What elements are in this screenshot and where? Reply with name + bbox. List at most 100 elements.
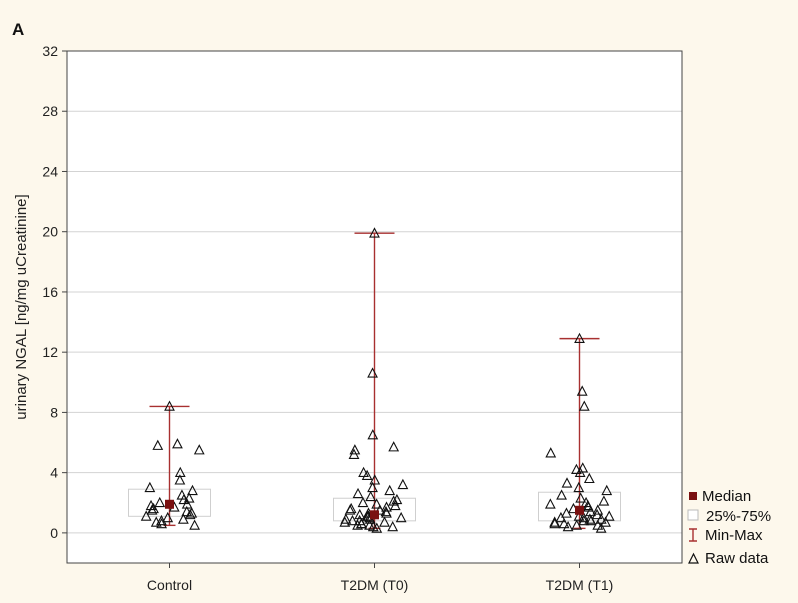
raw-data-point (156, 514, 167, 526)
raw-data-point (571, 519, 583, 530)
raw-data-point (348, 448, 360, 459)
raw-data-point (388, 441, 400, 452)
raw-data-point (357, 496, 369, 508)
raw-data-point (395, 511, 407, 523)
axes: 0 4 8 12 16 20 24 28 32 Control T2DM (T0) T2DM (T1) (42, 43, 613, 593)
legend-iqr-label: 25%-75% (706, 508, 771, 525)
raw-data-point (397, 478, 409, 490)
raw-data-point (387, 520, 399, 532)
raw-data-point (339, 516, 351, 527)
raw-data-point (381, 501, 392, 512)
y-tick-label: 32 (42, 43, 58, 59)
median-marker (575, 505, 584, 515)
raw-data-point (369, 227, 380, 238)
y-tick-label: 12 (42, 344, 58, 360)
data-layer (128, 227, 621, 533)
raw-data-point (545, 447, 557, 458)
legend-iqr-marker (687, 509, 699, 521)
legend-raw-marker (688, 552, 699, 564)
raw-data-point (146, 504, 158, 515)
x-tick-label: T2DM (T0) (341, 577, 409, 593)
raw-data-point (172, 438, 183, 449)
raw-data-point (583, 472, 595, 484)
raw-data-point (361, 469, 373, 481)
raw-data-point (140, 510, 152, 521)
legend: Median 25%-75% Min-Max Raw data (687, 488, 771, 567)
raw-data-point (591, 508, 603, 520)
raw-data-point (558, 517, 570, 529)
raw-data-point (574, 466, 586, 478)
legend-minmax-label: Min-Max (705, 527, 763, 544)
median-marker (165, 499, 174, 509)
raw-data-point (367, 367, 378, 378)
raw-data-point (549, 517, 561, 529)
raw-data-point (561, 477, 573, 488)
panel-letter: A (12, 20, 24, 39)
raw-data-point (371, 498, 383, 509)
raw-data-point (556, 489, 568, 500)
y-tick-label: 16 (42, 284, 58, 300)
raw-data-point (575, 492, 587, 503)
raw-data-point (193, 444, 205, 455)
raw-data-point (555, 511, 567, 523)
raw-data-point (585, 514, 597, 526)
raw-data-point (189, 519, 201, 530)
raw-data-point (164, 400, 175, 411)
raw-data-point (156, 517, 168, 529)
x-tick-label: Control (147, 577, 192, 593)
raw-data-point (578, 511, 590, 523)
raw-data-point (344, 504, 356, 515)
y-tick-label: 20 (42, 224, 58, 240)
raw-data-point (186, 507, 198, 518)
raw-data-point (187, 484, 198, 496)
raw-data-point (144, 481, 156, 493)
raw-data-point (578, 514, 590, 526)
x-tick-label: T2DM (T1) (546, 577, 614, 593)
raw-data-point (174, 474, 186, 485)
raw-data-point (598, 495, 610, 506)
raw-data-point (152, 439, 164, 450)
raw-data-point (352, 487, 364, 499)
legend-median-marker (689, 492, 697, 500)
raw-data-point (184, 508, 196, 520)
raw-data-point (381, 507, 392, 518)
y-tick-label: 8 (50, 404, 58, 420)
raw-data-point (573, 481, 585, 493)
y-tick-label: 24 (42, 163, 58, 179)
raw-data-point (578, 400, 590, 411)
raw-data-point (177, 513, 189, 524)
raw-data-point (148, 502, 159, 514)
raw-data-point (592, 504, 604, 515)
raw-data-point (150, 516, 162, 527)
raw-data-point (178, 493, 190, 505)
raw-data-point (374, 504, 386, 515)
raw-data-point (183, 492, 195, 503)
raw-data-point (544, 498, 556, 509)
legend-raw-label: Raw data (705, 550, 769, 567)
raw-data-point (389, 499, 401, 511)
legend-minmax-marker (689, 528, 697, 542)
raw-data-point (561, 507, 572, 518)
raw-data-point (576, 385, 588, 396)
raw-data-point (573, 510, 585, 521)
raw-data-point (162, 511, 174, 523)
raw-data-point (349, 444, 361, 455)
raw-data-point (352, 519, 363, 530)
raw-data-point (369, 474, 381, 485)
raw-data-point (600, 516, 611, 527)
raw-data-point (571, 463, 582, 475)
y-tick-label: 0 (50, 525, 58, 541)
raw-data-point (154, 496, 166, 508)
raw-data-point (367, 429, 379, 440)
raw-data-point (601, 484, 613, 496)
raw-data-point (574, 332, 585, 343)
y-axis-label: urinary NGAL [ng/mg uCreatinine] (13, 194, 30, 419)
raw-data-point (365, 490, 377, 502)
raw-data-point (354, 508, 366, 520)
y-tick-label: 28 (42, 103, 58, 119)
raw-data-point (603, 510, 615, 521)
raw-data-point (595, 522, 607, 533)
raw-data-point (549, 516, 561, 527)
raw-data-point (371, 522, 383, 533)
y-tick-label: 4 (50, 465, 58, 481)
